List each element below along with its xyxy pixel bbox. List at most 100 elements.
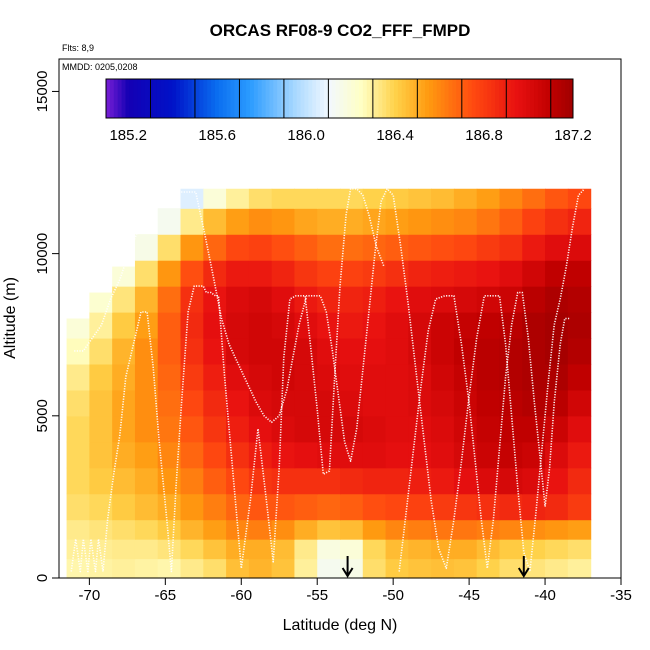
- heatmap-cell: [271, 441, 296, 469]
- heatmap-cell: [226, 234, 250, 261]
- heatmap-cell: [545, 389, 569, 417]
- heatmap-cell: [431, 441, 455, 469]
- heatmap-cell: [522, 441, 546, 469]
- heatmap-cell: [522, 312, 546, 339]
- colorbar-swatch: [413, 79, 418, 118]
- heatmap-cell: [294, 363, 318, 391]
- colorbar-swatch: [436, 79, 442, 118]
- heatmap-cell: [157, 234, 182, 261]
- heatmap-cell: [271, 234, 296, 261]
- heatmap-cell: [134, 539, 159, 560]
- colorbar-swatch: [183, 79, 189, 118]
- heatmap-cell: [476, 493, 501, 521]
- heatmap-cell: [203, 389, 227, 417]
- colorbar-swatch: [203, 79, 208, 118]
- heatmap-cell: [362, 539, 387, 560]
- x-tick-label: -35: [610, 587, 632, 604]
- heatmap-cell: [453, 188, 478, 209]
- colorbar-swatch: [351, 79, 356, 118]
- y-tick-label: 10000: [34, 233, 51, 275]
- heatmap-cell: [203, 312, 227, 339]
- heatmap-cell: [180, 337, 204, 365]
- heatmap-cell: [226, 260, 250, 287]
- colorbar-swatch: [565, 79, 570, 118]
- heatmap-cell: [112, 519, 136, 540]
- heatmap-cell: [431, 519, 455, 540]
- heatmap-cell: [157, 558, 182, 579]
- heatmap-cell: [203, 208, 227, 235]
- heatmap-cell: [66, 318, 90, 339]
- heatmap-cell: [476, 519, 501, 540]
- heatmap-cell: [545, 467, 569, 495]
- heatmap-cell: [340, 415, 364, 443]
- heatmap-cell: [317, 441, 341, 469]
- heatmap-cell: [157, 519, 182, 540]
- heatmap-cell: [431, 234, 455, 261]
- heatmap-cell: [453, 493, 478, 521]
- heatmap-cell: [203, 493, 227, 521]
- heatmap-cell: [112, 266, 136, 287]
- heatmap-cell: [294, 234, 318, 261]
- heatmap-cell: [248, 208, 273, 235]
- heatmap-cell: [340, 312, 364, 339]
- heatmap-cell: [226, 312, 250, 339]
- heatmap-cell: [545, 234, 569, 261]
- colorbar-swatch: [440, 79, 446, 118]
- heatmap-cell: [203, 363, 227, 391]
- heatmap-cell: [180, 493, 204, 521]
- heatmap-cell: [408, 441, 432, 469]
- heatmap-cell: [340, 188, 364, 209]
- heatmap-cell: [431, 188, 455, 209]
- heatmap-cell: [431, 312, 455, 339]
- heatmap-cell: [567, 415, 592, 443]
- colorbar-swatch: [191, 79, 197, 118]
- colorbar-swatch: [113, 79, 119, 118]
- colorbar-swatch: [561, 79, 566, 118]
- heatmap-cell: [476, 312, 501, 339]
- colorbar-swatch: [537, 79, 543, 118]
- heatmap-cell: [248, 519, 273, 540]
- heatmap-cell: [545, 519, 569, 540]
- heatmap-cell: [408, 467, 432, 495]
- heatmap-cell: [271, 539, 296, 560]
- heatmap-cell: [545, 312, 569, 339]
- heatmap-cell: [89, 389, 113, 417]
- heatmap-cell: [362, 312, 387, 339]
- heatmap-cell: [112, 539, 136, 560]
- colorbar-swatch: [273, 79, 278, 118]
- colorbar-swatch: [541, 79, 547, 118]
- heatmap-cell: [134, 389, 159, 417]
- heatmap-cell: [134, 558, 159, 579]
- heatmap-cell: [340, 208, 364, 235]
- colorbar-swatch: [452, 79, 457, 118]
- heatmap-cell: [431, 493, 455, 521]
- heatmap-cell: [203, 260, 227, 287]
- heatmap-cell: [362, 234, 387, 261]
- colorbar-swatch: [129, 79, 134, 118]
- heatmap-cell: [453, 208, 478, 235]
- heatmap-cell: [271, 312, 296, 339]
- heatmap-cell: [362, 493, 387, 521]
- colorbar-swatch: [409, 79, 414, 118]
- heatmap-cell: [408, 539, 432, 560]
- heatmap-cell: [362, 415, 387, 443]
- heatmap-cell: [453, 337, 478, 365]
- colorbar-swatch: [522, 79, 527, 118]
- colorbar-swatch: [569, 79, 574, 118]
- heatmap-cell: [271, 337, 296, 365]
- heatmap-cell: [408, 558, 432, 579]
- heatmap-cell: [180, 558, 204, 579]
- heatmap-cell: [408, 389, 432, 417]
- heatmap-cell: [226, 188, 250, 209]
- heatmap-cell: [112, 558, 136, 579]
- heatmap-cell: [340, 441, 364, 469]
- colorbar-swatch: [429, 79, 434, 118]
- heatmap-cell: [340, 286, 364, 313]
- latitude-marker-arrow: [341, 556, 354, 578]
- colorbar-tick-label: 185.6: [198, 127, 236, 144]
- heatmap-cell: [157, 415, 182, 443]
- heatmap-cell: [294, 441, 318, 469]
- colorbar-swatch: [152, 79, 158, 118]
- heatmap-cell: [522, 493, 546, 521]
- heatmap-cell: [476, 389, 501, 417]
